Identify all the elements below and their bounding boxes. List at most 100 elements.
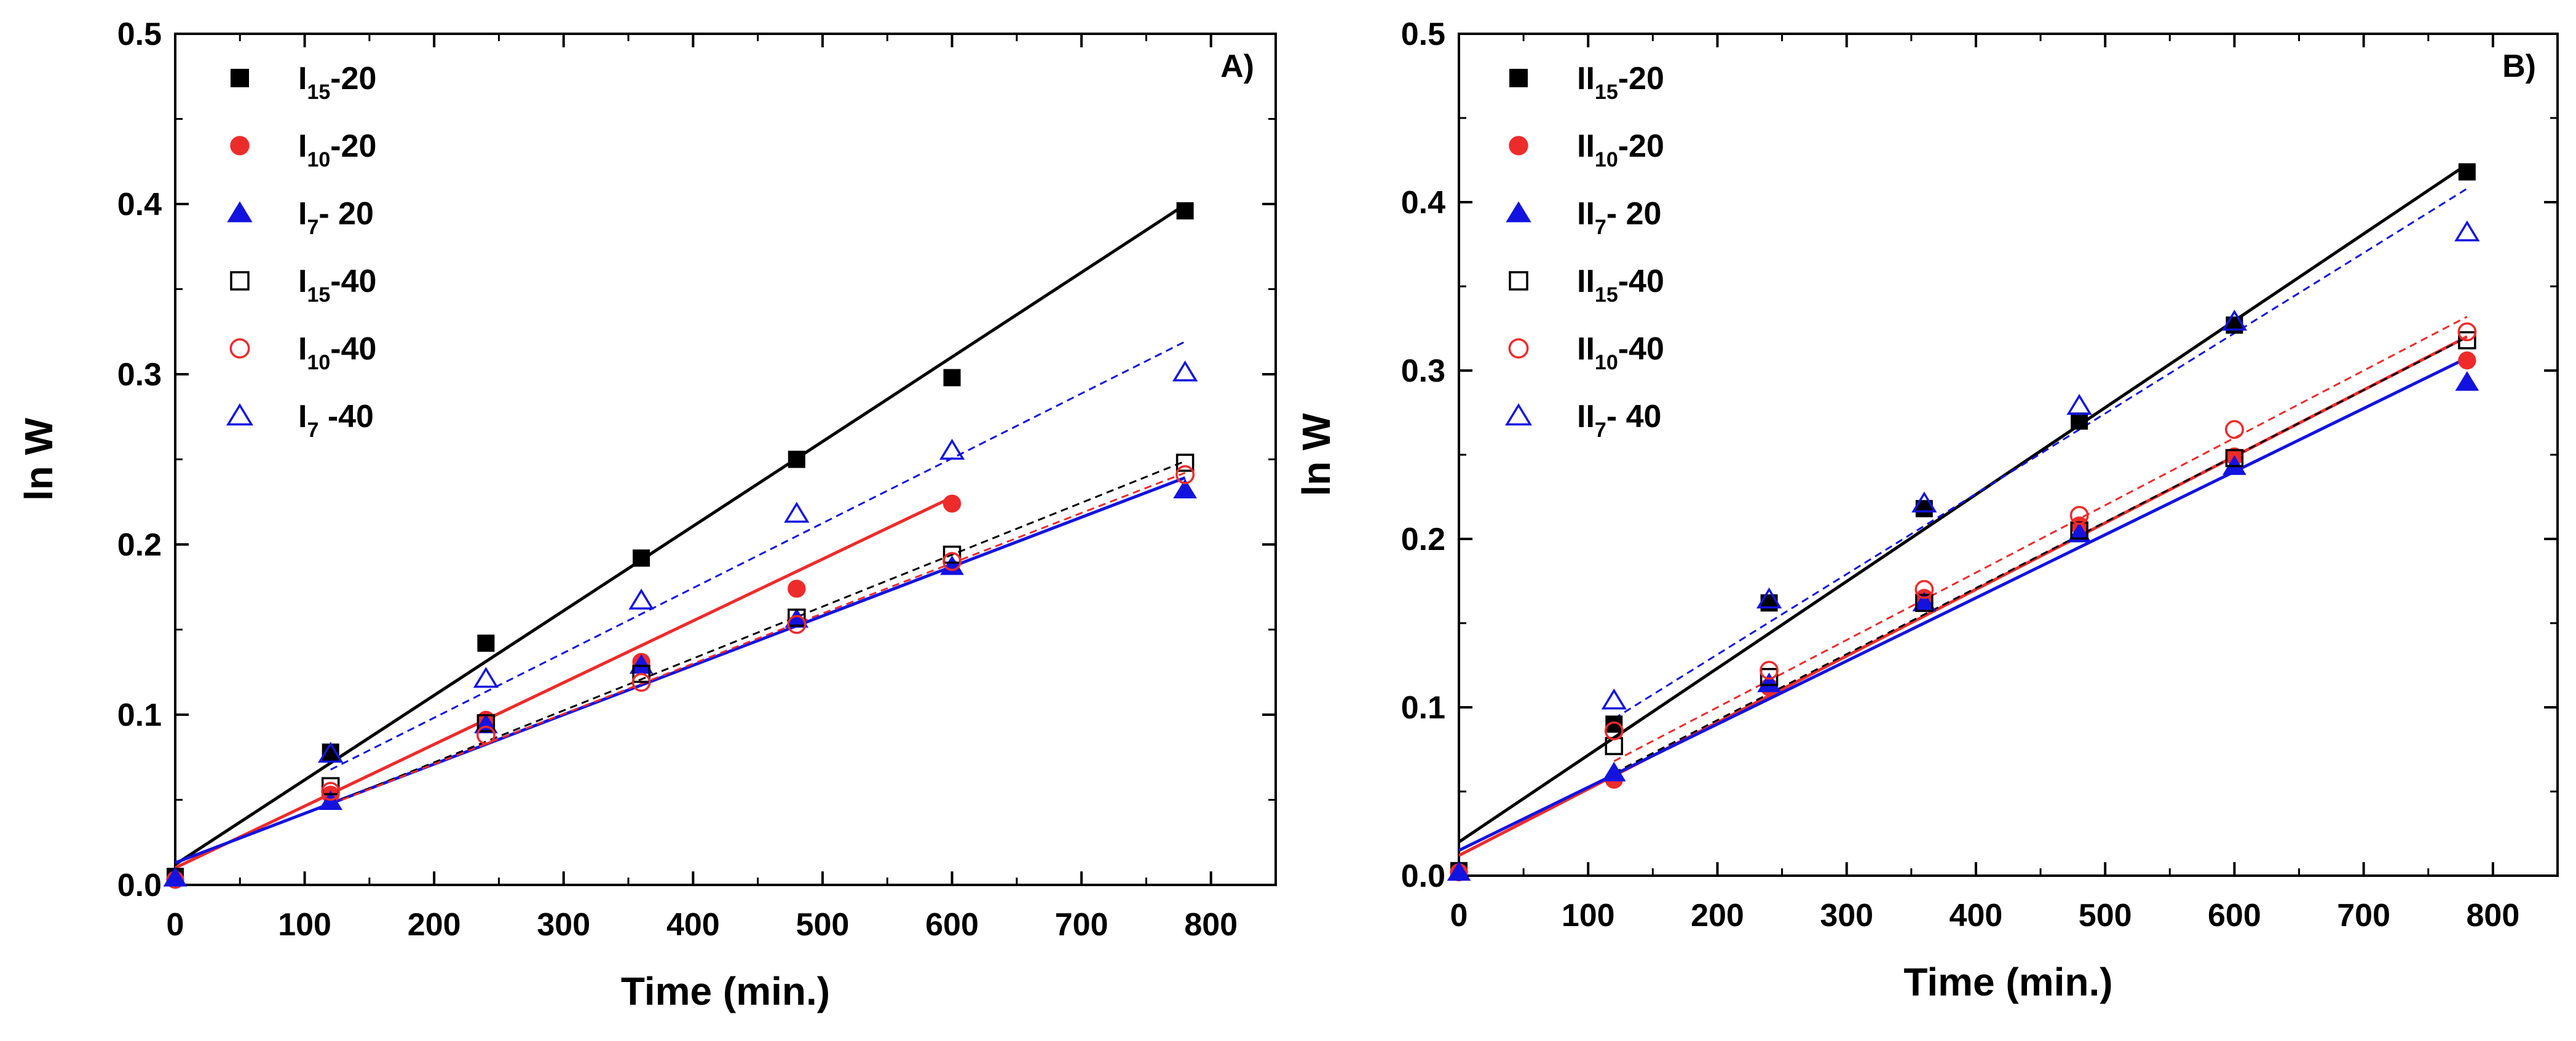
legend-label-main: II <box>1577 61 1595 96</box>
point-i7-40-1 <box>473 667 499 688</box>
panel-a: 0 100 200 300 400 500 600 700 800 0.0 0.1 0.2 0.3 0.4… <box>17 17 1277 1013</box>
point-i7-20-0 <box>163 866 188 887</box>
legend-label-sub: 15 <box>307 283 330 307</box>
point-i7-40-4 <box>939 439 965 460</box>
fit-line-i15-40 <box>330 460 1186 805</box>
legend-marker-ii15-40 <box>1509 271 1528 291</box>
legend-label-i7-20: I7- 20 <box>298 196 374 239</box>
legend-marker-i15-40 <box>230 271 250 291</box>
legend-label-suffix: -40 <box>1618 331 1664 367</box>
point-ii15-40-1 <box>1760 667 1779 686</box>
legend-label-sub: 15 <box>1595 81 1618 104</box>
y-tick-label-b-4: 0.4 <box>1401 185 1445 221</box>
point-i10-40-1 <box>476 725 496 745</box>
legend-marker-i7-20 <box>227 201 253 222</box>
legend-marker-i10-20 <box>230 136 250 155</box>
x-tick-label-a-0: 0 <box>167 907 184 943</box>
point-i15-20-3 <box>633 549 650 567</box>
legend-label-i7-40: I7 -40 <box>298 399 374 442</box>
fit-line-ii10-40 <box>1613 315 2468 763</box>
legend-label-sub: 10 <box>1595 351 1618 374</box>
legend-label-main: I <box>298 128 307 164</box>
point-ii7-20-4 <box>2067 522 2092 543</box>
legend-label-main: I <box>298 331 307 367</box>
x-tick-label-a-200: 200 <box>408 907 461 943</box>
fit-line-i10-40 <box>330 471 1186 806</box>
legend-label-sub: 10 <box>307 148 330 171</box>
legend-marker-i10-40 <box>229 338 250 359</box>
point-ii15-40-3 <box>2070 521 2088 540</box>
point-ii10-40-3 <box>2069 506 2089 525</box>
legend-label-main: II <box>1577 331 1595 367</box>
legend-label-main: I <box>298 399 307 434</box>
point-ii10-20-6 <box>2458 351 2476 370</box>
legend-marker-i7-40 <box>226 403 254 426</box>
y-tick-label-b-5: 0.5 <box>1401 17 1445 52</box>
y-tick-label-a-2: 0.2 <box>117 527 162 563</box>
legend-label-sub: 7 <box>1595 216 1606 239</box>
legend-marker-i15-20 <box>231 69 249 87</box>
point-ii10-40-0 <box>1604 721 1624 740</box>
legend-marker-ii10-40 <box>1508 338 1529 359</box>
point-ii15-20-4 <box>2071 412 2088 430</box>
point-i7-40-3 <box>784 501 810 523</box>
point-ii7-40-2 <box>1911 491 1937 513</box>
legend-label-sub: 7 <box>1595 418 1606 442</box>
point-ii10-40-4 <box>2225 420 2244 439</box>
fit-line-i15-20 <box>174 203 1186 866</box>
point-i10-20-4 <box>788 579 806 598</box>
legend-label-main: II <box>1577 264 1595 299</box>
point-i7-20-5 <box>940 555 964 575</box>
fit-line-ii15-20 <box>1458 163 2468 844</box>
point-i7-40-0 <box>318 742 344 763</box>
legend-label-main: II <box>1577 196 1595 232</box>
legend-label-suffix: -20 <box>1618 128 1664 164</box>
legend-label-suffix: -20 <box>1618 61 1664 96</box>
point-ii7-40-5 <box>2454 220 2480 242</box>
fit-line-i7-40 <box>330 340 1186 771</box>
legend-label-suffix: - 20 <box>1606 196 1662 232</box>
legend-label-sub: 15 <box>307 81 330 104</box>
point-i15-20-4 <box>788 450 805 468</box>
legend-label-ii15-40: II15-40 <box>1577 264 1664 307</box>
y-tick-label-a-1: 0.1 <box>117 697 162 733</box>
x-tick-label-b-100: 100 <box>1562 898 1615 933</box>
x-tick-label-a-300: 300 <box>537 907 590 943</box>
point-i10-40-0 <box>321 782 341 801</box>
legend-label-sub: 10 <box>1595 148 1618 171</box>
legend-label-sub: 10 <box>307 351 330 374</box>
y-tick-label-a-4: 0.4 <box>117 187 162 222</box>
point-i15-40-4 <box>942 545 962 564</box>
legend-label-suffix: -40 <box>330 331 376 367</box>
point-i7-40-2 <box>628 588 654 610</box>
legend-label-main: II <box>1577 399 1595 434</box>
legend-label-sub: 7 <box>307 418 318 442</box>
legend-label-ii7-20: II7- 20 <box>1577 196 1661 239</box>
fit-line-ii7-40 <box>1613 187 2468 720</box>
legend-label-ii15-20: II15-20 <box>1577 61 1664 104</box>
x-tick-label-b-200: 200 <box>1691 898 1744 933</box>
point-ii15-40-2 <box>1915 594 1934 612</box>
x-tick-label-b-500: 500 <box>2079 898 2132 933</box>
point-ii7-40-4 <box>2221 309 2248 331</box>
point-ii10-40-2 <box>1914 579 1934 599</box>
x-tick-label-b-0: 0 <box>1450 898 1468 933</box>
legend-label-i15-40: I15-40 <box>298 264 376 307</box>
y-tick-label-b-2: 0.2 <box>1401 522 1445 557</box>
point-ii7-20-1 <box>1602 761 1626 782</box>
legend-label-suffix: -40 <box>1618 264 1664 299</box>
point-ii7-40-3 <box>2066 393 2092 415</box>
point-ii10-40-5 <box>2457 322 2477 342</box>
point-i15-40-5 <box>1175 454 1195 472</box>
x-tick-label-a-800: 800 <box>1184 907 1238 943</box>
point-i15-40-2 <box>632 664 650 683</box>
fit-line-i10-20 <box>174 496 953 870</box>
point-i7-40-5 <box>1172 360 1198 382</box>
panel-b: 0 100 200 300 400 500 600 700 800 0.0 0.1 0.2 0.3 0.4… <box>1294 17 2559 1004</box>
x-tick-label-b-400: 400 <box>1950 898 2003 933</box>
x-tick-label-b-700: 700 <box>2337 898 2390 933</box>
legend-label-sub: 15 <box>1595 283 1618 307</box>
point-i15-40-0 <box>321 777 340 796</box>
legend-label-main: I <box>298 264 307 299</box>
